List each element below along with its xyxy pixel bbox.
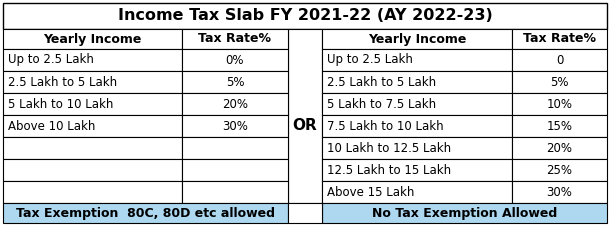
- Bar: [182, 115, 288, 137]
- Bar: [3, 159, 182, 181]
- Text: 10 Lakh to 12.5 Lakh: 10 Lakh to 12.5 Lakh: [327, 141, 451, 155]
- Text: Up to 2.5 Lakh: Up to 2.5 Lakh: [327, 54, 413, 67]
- Bar: [512, 181, 607, 203]
- Bar: [3, 29, 182, 49]
- Bar: [3, 3, 607, 29]
- Bar: [182, 159, 288, 181]
- Bar: [3, 49, 182, 71]
- Text: Up to 2.5 Lakh: Up to 2.5 Lakh: [8, 54, 94, 67]
- Bar: [3, 115, 182, 137]
- Bar: [322, 137, 512, 159]
- Text: 5 Lakh to 7.5 Lakh: 5 Lakh to 7.5 Lakh: [327, 98, 436, 111]
- Bar: [512, 159, 607, 181]
- Text: 2.5 Lakh to 5 Lakh: 2.5 Lakh to 5 Lakh: [8, 76, 117, 89]
- Bar: [3, 181, 182, 203]
- Text: Above 10 Lakh: Above 10 Lakh: [8, 119, 95, 133]
- Bar: [288, 203, 322, 223]
- Text: 30%: 30%: [222, 119, 248, 133]
- Bar: [288, 29, 322, 203]
- Bar: [3, 71, 182, 93]
- Bar: [182, 137, 288, 159]
- Bar: [3, 93, 182, 115]
- Bar: [182, 71, 288, 93]
- Bar: [322, 29, 512, 49]
- Text: 15%: 15%: [547, 119, 573, 133]
- Bar: [512, 115, 607, 137]
- Bar: [3, 137, 182, 159]
- Text: 30%: 30%: [547, 185, 572, 198]
- Text: 25%: 25%: [547, 163, 573, 177]
- Bar: [182, 29, 288, 49]
- Bar: [322, 203, 607, 223]
- Bar: [322, 159, 512, 181]
- Bar: [182, 49, 288, 71]
- Text: No Tax Exemption Allowed: No Tax Exemption Allowed: [372, 207, 557, 220]
- Text: 0%: 0%: [226, 54, 244, 67]
- Text: OR: OR: [293, 118, 317, 133]
- Bar: [512, 29, 607, 49]
- Text: Above 15 Lakh: Above 15 Lakh: [327, 185, 414, 198]
- Text: Tax Exemption  80C, 80D etc allowed: Tax Exemption 80C, 80D etc allowed: [16, 207, 275, 220]
- Bar: [512, 49, 607, 71]
- Bar: [512, 71, 607, 93]
- Text: 12.5 Lakh to 15 Lakh: 12.5 Lakh to 15 Lakh: [327, 163, 451, 177]
- Bar: [322, 115, 512, 137]
- Text: 7.5 Lakh to 10 Lakh: 7.5 Lakh to 10 Lakh: [327, 119, 443, 133]
- Bar: [3, 203, 288, 223]
- Bar: [512, 93, 607, 115]
- Bar: [322, 71, 512, 93]
- Text: 2.5 Lakh to 5 Lakh: 2.5 Lakh to 5 Lakh: [327, 76, 436, 89]
- Text: Tax Rate%: Tax Rate%: [198, 32, 271, 45]
- Bar: [182, 93, 288, 115]
- Bar: [512, 137, 607, 159]
- Bar: [322, 93, 512, 115]
- Text: 5%: 5%: [550, 76, 569, 89]
- Text: 10%: 10%: [547, 98, 573, 111]
- Text: Yearly Income: Yearly Income: [368, 32, 466, 45]
- Text: 5 Lakh to 10 Lakh: 5 Lakh to 10 Lakh: [8, 98, 113, 111]
- Bar: [322, 181, 512, 203]
- Text: 20%: 20%: [547, 141, 573, 155]
- Text: Tax Rate%: Tax Rate%: [523, 32, 596, 45]
- Text: 20%: 20%: [222, 98, 248, 111]
- Bar: [182, 181, 288, 203]
- Text: 5%: 5%: [226, 76, 244, 89]
- Bar: [322, 49, 512, 71]
- Text: Income Tax Slab FY 2021-22 (AY 2022-23): Income Tax Slab FY 2021-22 (AY 2022-23): [118, 8, 492, 24]
- Text: 0: 0: [556, 54, 563, 67]
- Text: Yearly Income: Yearly Income: [43, 32, 142, 45]
